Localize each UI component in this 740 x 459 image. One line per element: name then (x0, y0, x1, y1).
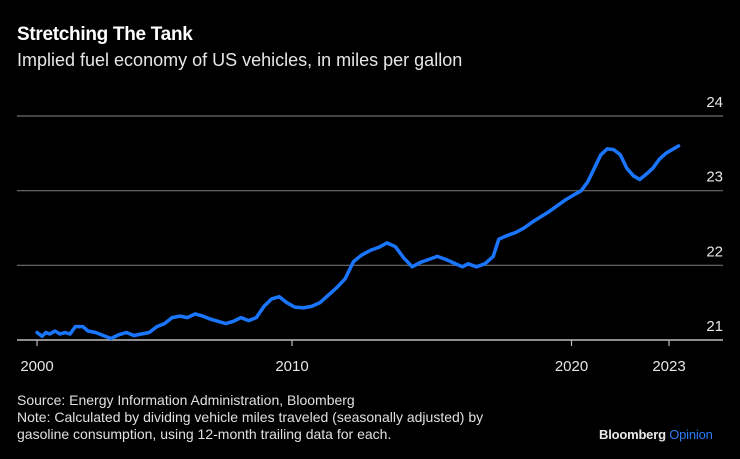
footnotes: Source: Energy Information Administratio… (17, 392, 483, 443)
series-group (35, 144, 681, 341)
y-tick-label-24: 24 (706, 94, 723, 111)
brand-suffix: Opinion (669, 427, 713, 442)
source-note: Source: Energy Information Administratio… (17, 392, 355, 408)
series-line-fuel-economy (35, 144, 681, 341)
brand-logo: Bloomberg Opinion (599, 427, 713, 442)
x-tick-label-2010: 2010 (275, 358, 308, 375)
y-tick-label-21: 21 (706, 318, 723, 335)
x-tick-label-2000: 2000 (20, 358, 53, 375)
chart-title: Stretching The Tank (17, 24, 193, 45)
chart-subtitle: Implied fuel economy of US vehicles, in … (17, 50, 463, 70)
gridlines (17, 115, 723, 341)
y-tick-label-23: 23 (706, 169, 723, 186)
y-axis-labels: 21 22 23 24 (706, 94, 723, 335)
y-tick-label-22: 22 (706, 243, 723, 260)
x-tick-label-2020: 2020 (555, 358, 588, 375)
x-axis: 2000 2010 2020 2023 (20, 340, 686, 375)
method-note-line-1: Note: Calculated by dividing vehicle mil… (17, 409, 484, 425)
x-tick-label-2023: 2023 (652, 358, 685, 375)
method-note-line-2: gasoline consumption, using 12-month tra… (17, 426, 392, 442)
brand-name: Bloomberg (599, 427, 666, 442)
